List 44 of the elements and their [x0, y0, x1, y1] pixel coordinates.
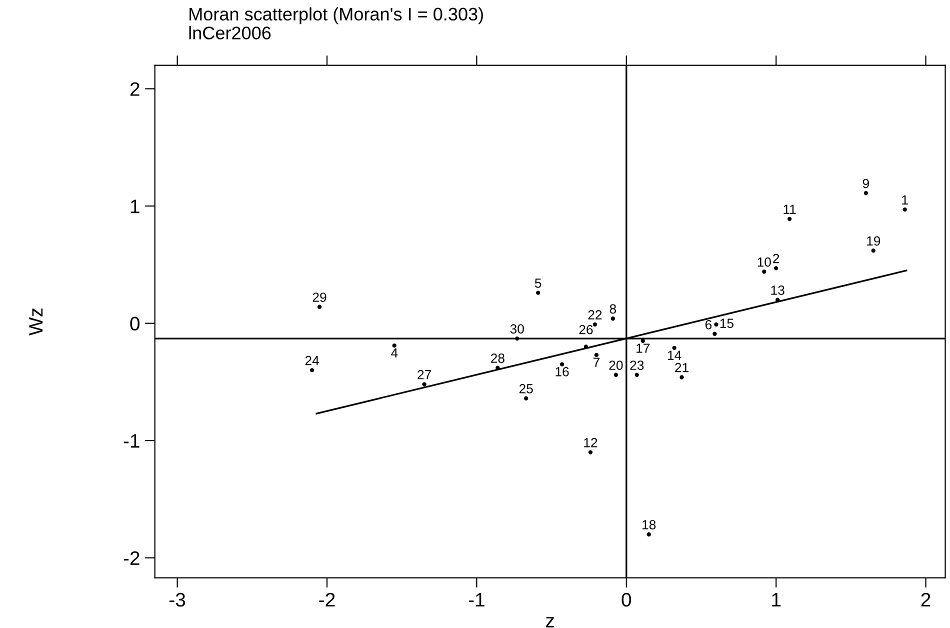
x-tick-label: 2: [921, 592, 930, 606]
y-tick-label: 1: [130, 200, 140, 214]
x-tick-label: -3: [170, 592, 186, 607]
annotation: 5: [534, 278, 542, 288]
annotation: 12: [584, 438, 598, 448]
annotation: 23: [630, 360, 644, 370]
annotation: 1: [902, 195, 908, 204]
annotation: 28: [490, 354, 504, 363]
y-tick-label: -2: [124, 551, 140, 565]
annotation: 24: [305, 356, 319, 366]
annotation: 6: [705, 320, 712, 330]
annotation: 11: [784, 204, 796, 214]
annotation: 2: [773, 254, 780, 264]
y-tick-label: -1: [124, 434, 140, 448]
annotation: 17: [636, 344, 650, 353]
annotation: 22: [588, 310, 602, 320]
annotation: 8: [610, 304, 616, 314]
x-tick-label: -2: [319, 592, 335, 606]
chart-title: Moran scatterplot (Moran's I = 0.303): [190, 7, 483, 24]
annotation: 4: [391, 348, 398, 358]
y-tick-label: 2: [130, 82, 140, 96]
annotation: 7: [593, 358, 600, 367]
annotation: 26: [579, 324, 593, 334]
x-tick-label: 1: [772, 593, 781, 606]
annotation: 16: [556, 367, 569, 376]
annotation: 15: [720, 318, 734, 328]
annotation: 27: [418, 370, 431, 380]
annotation: 30: [510, 324, 524, 334]
annotation: 20: [609, 360, 623, 370]
y-tick-label: 0: [130, 316, 140, 331]
annotation: 19: [867, 236, 880, 246]
x-tick-label: 0: [622, 592, 632, 607]
annotation: 10: [758, 257, 771, 267]
annotation: 13: [771, 286, 784, 295]
annotation: 18: [642, 520, 656, 530]
annotation: 9: [862, 178, 869, 188]
y-axis-title: Wz: [29, 308, 43, 336]
annotation: 25: [519, 384, 533, 394]
x-axis-title: z: [546, 617, 554, 628]
chart-subtitle: lnCer2006: [189, 26, 271, 40]
x-tick-label: -1: [468, 593, 484, 606]
annotation: 29: [312, 292, 326, 302]
annotation: 14: [668, 350, 682, 360]
annotation: 21: [675, 362, 688, 372]
